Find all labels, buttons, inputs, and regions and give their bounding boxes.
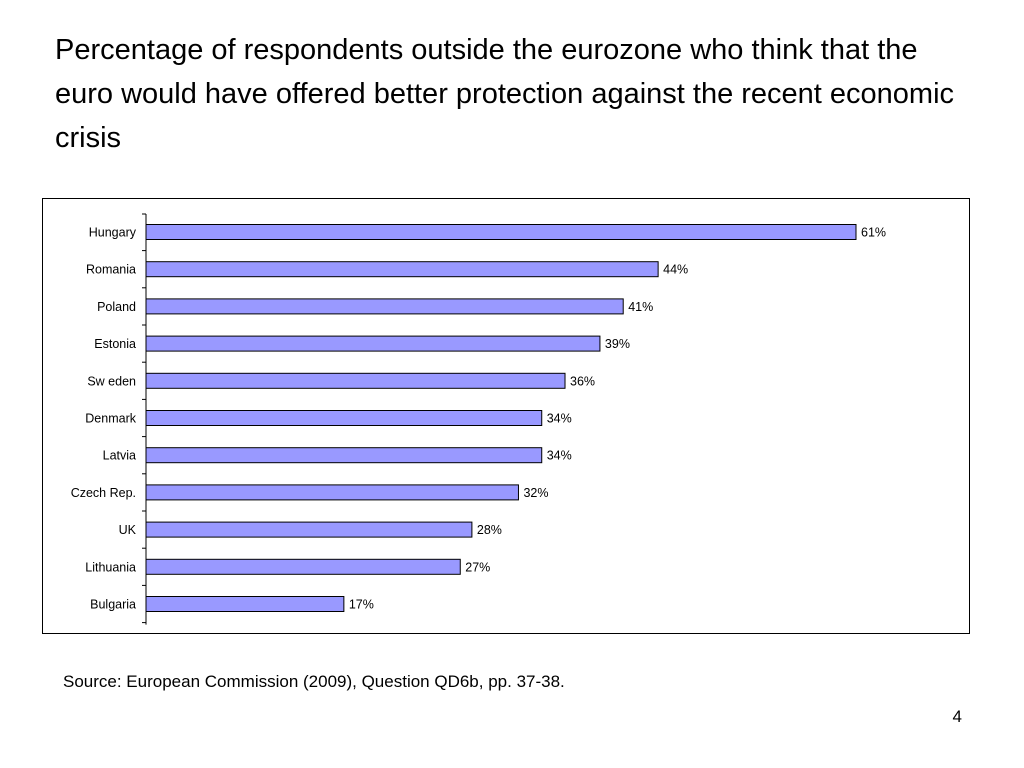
data-label: 61%	[861, 226, 886, 240]
bar	[145, 261, 659, 278]
bar	[145, 558, 461, 575]
chart-frame: Hungary 61% Romania 44% Poland 41% Estonia 39% S…	[42, 198, 970, 634]
data-label: 36%	[570, 374, 595, 388]
page-number: 4	[952, 707, 962, 726]
category-label: Estonia	[94, 337, 136, 351]
bar	[145, 447, 543, 464]
category-label: Latvia	[103, 449, 136, 463]
source-note: Source: European Commission (2009), Ques…	[63, 672, 565, 691]
data-label: 34%	[547, 449, 572, 463]
category-label: Bulgaria	[90, 598, 136, 612]
category-label: Hungary	[89, 226, 137, 240]
bar	[145, 521, 473, 538]
data-label: 28%	[477, 523, 502, 537]
data-label: 27%	[465, 560, 490, 574]
bar	[145, 298, 624, 315]
category-label: UK	[119, 523, 137, 537]
bar-chart: Hungary 61% Romania 44% Poland 41% Estonia 39% S…	[71, 213, 886, 625]
category-label: Denmark	[85, 412, 136, 426]
data-label: 44%	[663, 263, 688, 277]
bar	[145, 224, 857, 240]
data-label: 17%	[349, 598, 374, 612]
slide-title: Percentage of respondents outside the eu…	[55, 34, 955, 154]
category-label: Lithuania	[85, 560, 136, 574]
data-label: 32%	[523, 486, 548, 500]
data-label: 41%	[628, 300, 653, 314]
data-label: 39%	[605, 337, 630, 351]
category-label: Poland	[97, 300, 136, 314]
bar	[145, 596, 345, 612]
category-label: Sw eden	[87, 374, 136, 388]
data-label: 34%	[547, 412, 572, 426]
bar	[145, 410, 543, 426]
bar	[145, 484, 519, 501]
category-label: Romania	[86, 263, 136, 277]
category-label: Czech Rep.	[71, 486, 136, 500]
bar	[145, 335, 601, 352]
bar	[145, 372, 566, 389]
